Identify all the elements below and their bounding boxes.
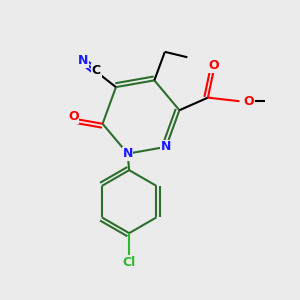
Text: O: O <box>68 110 79 123</box>
Text: N: N <box>161 140 171 153</box>
Text: N: N <box>78 54 88 67</box>
Text: O: O <box>244 95 254 108</box>
Text: O: O <box>208 59 219 72</box>
Text: C: C <box>92 64 101 77</box>
Text: Cl: Cl <box>122 256 136 269</box>
Text: N: N <box>122 147 133 160</box>
